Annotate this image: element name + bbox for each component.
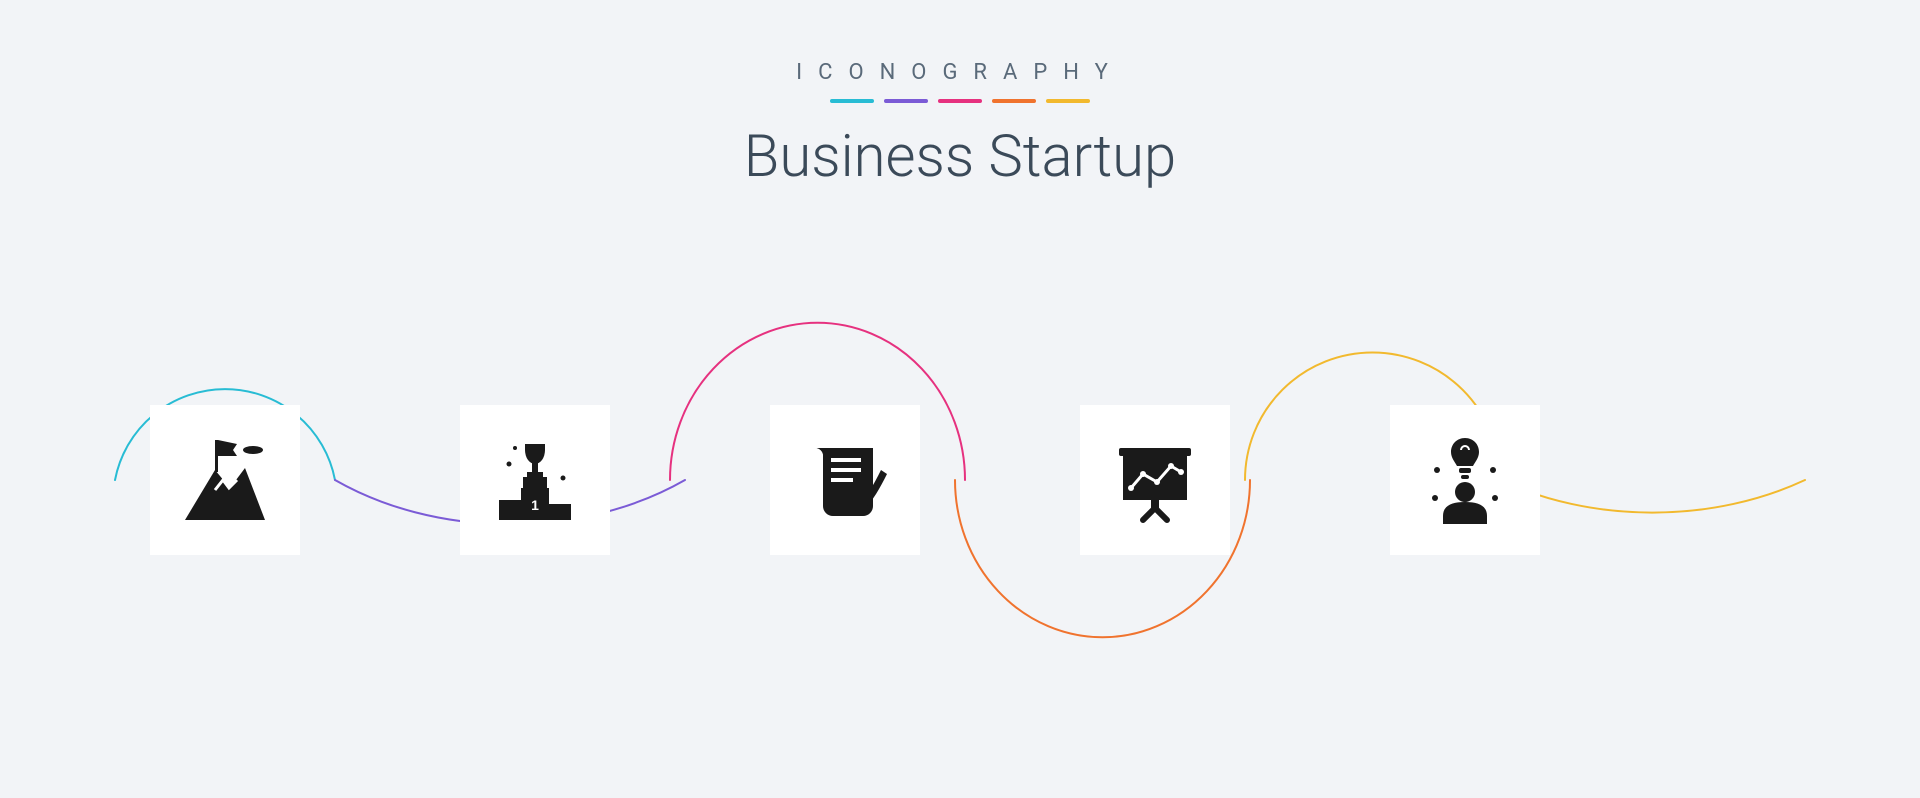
tile-trophy: 1 bbox=[460, 405, 610, 555]
bar-4 bbox=[1046, 99, 1090, 103]
accent-bars bbox=[0, 99, 1920, 103]
bar-3 bbox=[992, 99, 1036, 103]
tile-row: 1 bbox=[150, 405, 1540, 555]
icon-stage: 1 bbox=[0, 300, 1920, 730]
mountain-flag-icon bbox=[175, 430, 275, 530]
brand-text: ICONOGRAPHY bbox=[0, 60, 1920, 85]
bar-0 bbox=[830, 99, 874, 103]
presentation-chart-icon bbox=[1105, 430, 1205, 530]
contract-quill-icon bbox=[795, 430, 895, 530]
tile-idea-person bbox=[1390, 405, 1540, 555]
page-title: Business Startup bbox=[0, 123, 1920, 191]
bar-2 bbox=[938, 99, 982, 103]
header: ICONOGRAPHY Business Startup bbox=[0, 0, 1920, 191]
tile-mountain bbox=[150, 405, 300, 555]
bar-1 bbox=[884, 99, 928, 103]
trophy-podium-icon: 1 bbox=[485, 430, 585, 530]
tile-presentation bbox=[1080, 405, 1230, 555]
tile-contract bbox=[770, 405, 920, 555]
idea-person-icon bbox=[1415, 430, 1515, 530]
svg-text:1: 1 bbox=[531, 497, 539, 513]
